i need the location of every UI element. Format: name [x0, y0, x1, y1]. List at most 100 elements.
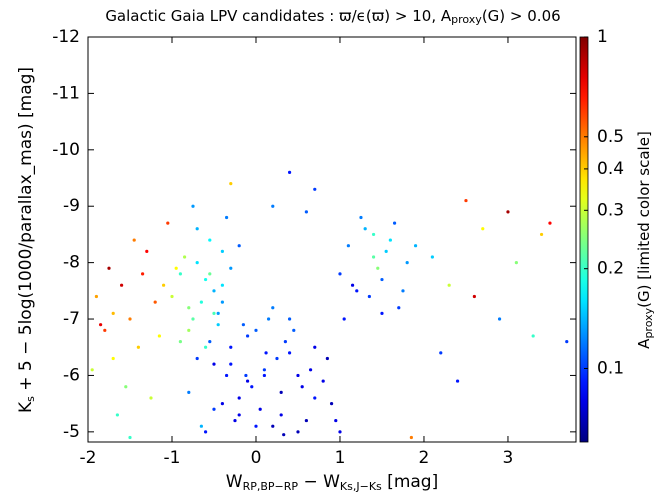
- colorbar-label: Aproxy(G) [limited color scale]: [635, 131, 656, 349]
- point: [229, 266, 233, 270]
- point: [199, 424, 203, 428]
- point: [195, 356, 199, 361]
- point: [506, 210, 510, 214]
- colorbar: [579, 36, 589, 443]
- point: [514, 261, 518, 265]
- point: [296, 430, 300, 434]
- point: [111, 356, 115, 361]
- point: [212, 362, 216, 366]
- point: [455, 379, 460, 383]
- point: [350, 283, 355, 287]
- colorbar-tick-label: 0.4: [597, 159, 624, 179]
- point: [224, 215, 229, 220]
- point: [313, 187, 317, 191]
- colorbar-tick-label: 0.3: [597, 200, 624, 220]
- point: [388, 238, 392, 242]
- point: [229, 362, 233, 366]
- label-part: Ks,J−Ks: [340, 480, 382, 493]
- point: [170, 294, 174, 299]
- y-tick-label: -8: [63, 253, 80, 273]
- point: [258, 407, 262, 411]
- point: [166, 221, 170, 225]
- point: [313, 396, 317, 400]
- point: [565, 339, 569, 344]
- point: [254, 424, 258, 428]
- point: [203, 345, 208, 349]
- point: [313, 345, 317, 349]
- y-tick-label: -6: [63, 365, 80, 385]
- label-part: (G) [limited color scale]: [635, 131, 653, 308]
- point: [216, 311, 220, 315]
- point: [539, 232, 544, 237]
- point: [187, 328, 191, 332]
- point: [250, 385, 254, 389]
- label-part: [mag]: [382, 472, 438, 492]
- point: [220, 402, 224, 406]
- point: [241, 323, 245, 327]
- point: [90, 368, 94, 372]
- point: [254, 328, 258, 332]
- point: [371, 232, 376, 237]
- point: [212, 407, 216, 411]
- point: [182, 255, 187, 259]
- point: [401, 289, 405, 293]
- point: [262, 368, 266, 372]
- title-part: proxy: [451, 13, 482, 26]
- x-tick-label: 3: [503, 448, 514, 468]
- point: [287, 170, 292, 174]
- point: [191, 317, 195, 321]
- point: [220, 283, 224, 287]
- x-tick-label: -1: [164, 448, 181, 468]
- point: [216, 323, 220, 327]
- point: [376, 266, 380, 270]
- point: [271, 204, 275, 208]
- point: [397, 306, 401, 310]
- x-tick-label: 0: [251, 448, 262, 468]
- point: [413, 244, 418, 248]
- point: [308, 368, 313, 372]
- plot-frame: [87, 36, 577, 443]
- colorbar-tick-label: 1: [597, 27, 608, 47]
- x-axis-label: WRP,BP−RP − WKs,J−Ks [mag]: [226, 472, 438, 493]
- point: [229, 182, 233, 186]
- point: [115, 413, 119, 417]
- point: [220, 249, 224, 253]
- y-tick-label: -9: [63, 196, 80, 216]
- point: [229, 345, 233, 349]
- label-part: A: [635, 338, 653, 349]
- point: [157, 334, 161, 338]
- point: [292, 328, 296, 332]
- point: [119, 283, 124, 287]
- point: [132, 238, 136, 242]
- point: [380, 277, 384, 282]
- point: [245, 334, 250, 338]
- point: [174, 266, 178, 270]
- point: [208, 339, 212, 344]
- point: [497, 317, 502, 321]
- point: [153, 300, 157, 304]
- point: [140, 272, 145, 276]
- point: [304, 210, 308, 214]
- point: [300, 385, 304, 389]
- point: [233, 418, 237, 423]
- y-tick-label: -5: [63, 422, 80, 442]
- y-axis-label: Ks + 5 − 5log(1000/parallax_mas) [mag]: [16, 67, 37, 413]
- point: [145, 249, 149, 253]
- label-part: proxy: [642, 307, 655, 338]
- point: [275, 356, 279, 361]
- point: [447, 283, 451, 287]
- point: [430, 255, 434, 259]
- label-part: W: [226, 472, 243, 492]
- point: [178, 272, 182, 276]
- point: [271, 424, 275, 428]
- point: [287, 317, 292, 321]
- x-tick-label: -2: [80, 448, 97, 468]
- point: [329, 402, 334, 406]
- point: [103, 328, 107, 332]
- y-tick-label: -10: [52, 140, 80, 160]
- label-part: s: [24, 396, 37, 402]
- point: [136, 345, 140, 349]
- point: [481, 227, 485, 231]
- point: [384, 249, 388, 253]
- point: [262, 373, 266, 378]
